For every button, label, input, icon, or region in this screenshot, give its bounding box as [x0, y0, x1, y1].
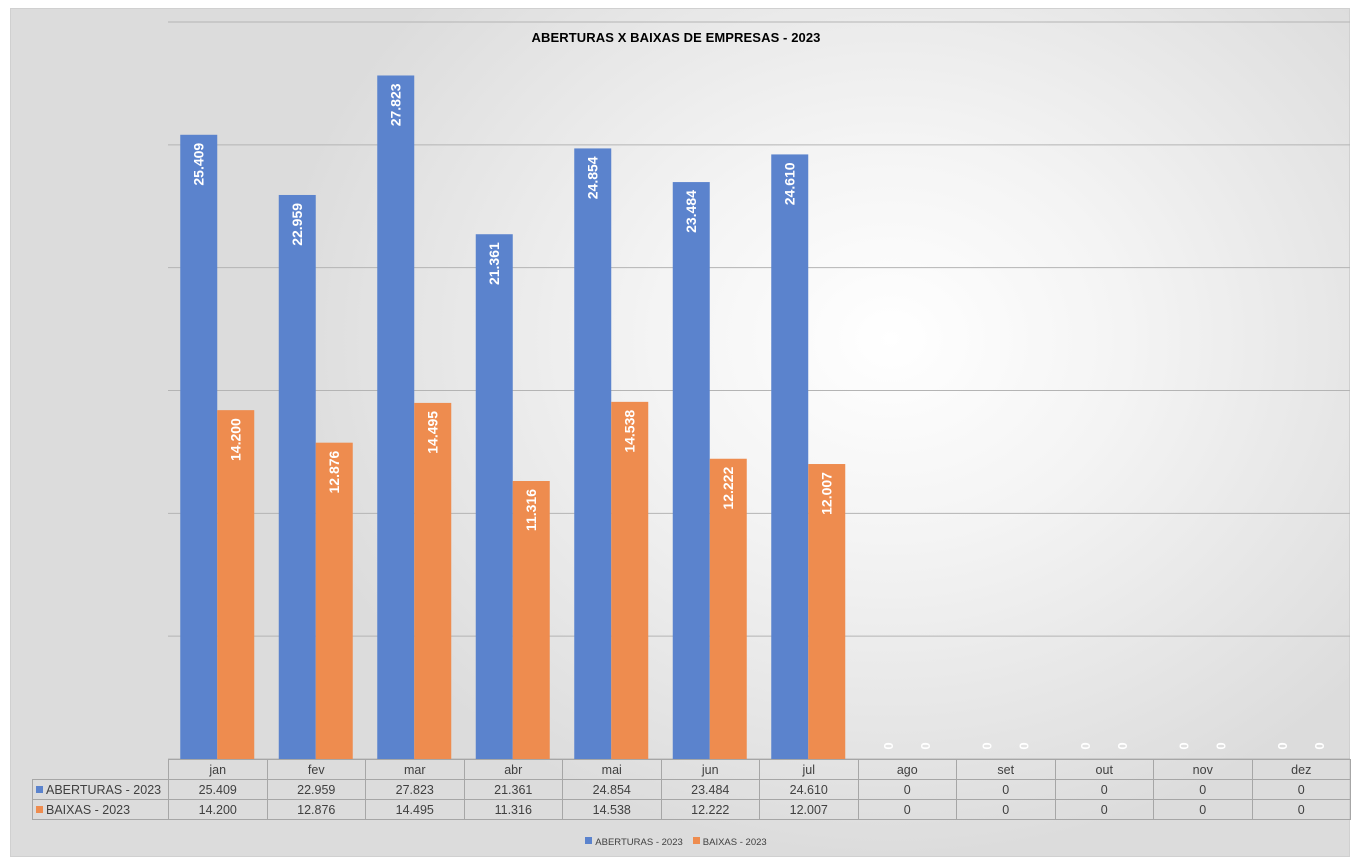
data-label: 21.361	[486, 242, 502, 285]
category-label: mar	[365, 759, 465, 780]
bar-aberturas-jan	[180, 134, 218, 759]
table-cell: 0	[956, 779, 1056, 800]
data-label: 11.316	[523, 489, 539, 531]
category-label: jan	[168, 759, 268, 780]
data-label: 0	[1016, 742, 1031, 749]
legend-swatch	[692, 837, 700, 844]
category-label: ago	[857, 759, 957, 780]
table-corner	[32, 759, 169, 780]
data-label: 0	[881, 742, 896, 749]
legend-swatch	[585, 837, 593, 844]
bar-aberturas-mai	[574, 148, 612, 760]
category-label: jul	[759, 759, 859, 780]
bar-aberturas-abr	[475, 234, 513, 759]
table-cell: 0	[956, 799, 1056, 820]
data-label: 0	[1176, 742, 1191, 749]
bar-baixas-mai	[611, 401, 649, 759]
legend-item: BAIXAS - 2023	[692, 837, 767, 848]
category-label: dez	[1251, 759, 1351, 780]
bar-aberturas-jun	[672, 182, 710, 759]
data-label: 24.610	[782, 162, 798, 205]
table-cell: 27.823	[365, 779, 465, 800]
data-label: 0	[1115, 742, 1130, 749]
table-cell: 0	[1054, 799, 1154, 820]
table-row: ABERTURAS - 2023 25.409 22.959 27.823 21.361…	[32, 779, 1351, 800]
legend-label: ABERTURAS - 2023	[595, 837, 683, 848]
legend-item: ABERTURAS - 2023	[585, 837, 683, 848]
data-label: 25.409	[191, 143, 207, 186]
category-label: out	[1054, 759, 1154, 780]
data-label: 14.495	[425, 411, 441, 454]
legend: ABERTURAS - 2023 BAIXAS - 2023	[0, 837, 1352, 848]
table-cell: 21.361	[463, 779, 563, 800]
bar-baixas-jun	[709, 458, 747, 759]
category-label: jun	[660, 759, 760, 780]
table-cell: 0	[1251, 779, 1351, 800]
table-cell: 24.610	[759, 779, 859, 800]
table-row: BAIXAS - 2023 14.200 12.876 14.495 11.316 14.…	[32, 799, 1351, 820]
category-label: abr	[463, 759, 563, 780]
data-label: 12.876	[326, 450, 342, 493]
data-label: 22.959	[289, 203, 305, 246]
bar-baixas-fev	[315, 442, 353, 759]
bar-baixas-mar	[414, 402, 452, 759]
data-label: 0	[1213, 742, 1228, 749]
series-name: BAIXAS - 2023	[32, 799, 169, 820]
category-label: nov	[1153, 759, 1253, 780]
bar-baixas-abr	[512, 481, 550, 759]
table-cell: 22.959	[266, 779, 366, 800]
table-cell: 0	[857, 799, 957, 820]
data-label: 12.007	[819, 472, 835, 515]
bar-aberturas-fev	[278, 194, 316, 760]
category-label: fev	[266, 759, 366, 780]
table-cell: 14.495	[365, 799, 465, 820]
table-cell: 0	[1153, 779, 1253, 800]
table-cell: 12.222	[660, 799, 760, 820]
table-cell: 12.007	[759, 799, 859, 820]
table-cell: 0	[1054, 779, 1154, 800]
bar-baixas-jul	[808, 464, 846, 759]
table-cell: 25.409	[168, 779, 268, 800]
data-label: 0	[1312, 742, 1327, 749]
data-label: 0	[979, 742, 994, 749]
series-swatch	[36, 785, 43, 793]
table-cell: 11.316	[463, 799, 563, 820]
data-label: 12.222	[720, 467, 736, 510]
bar-aberturas-jul	[771, 154, 809, 760]
data-label: 14.538	[622, 410, 638, 453]
data-label: 24.854	[585, 156, 601, 199]
category-label: mai	[562, 759, 662, 780]
data-label: 14.200	[228, 418, 244, 461]
table-cell: 23.484	[660, 779, 760, 800]
category-label: set	[956, 759, 1056, 780]
data-label: 0	[1275, 742, 1290, 749]
series-name: ABERTURAS - 2023	[32, 779, 169, 800]
bar-baixas-jan	[217, 410, 255, 759]
data-label: 23.484	[683, 190, 699, 233]
table-cell: 0	[857, 779, 957, 800]
table-cell: 14.538	[562, 799, 662, 820]
data-table: jan fev mar abr mai jun jul ago set out nov dez ABER…	[32, 759, 1351, 820]
table-cell: 12.876	[266, 799, 366, 820]
chart-title: ABERTURAS X BAIXAS DE EMPRESAS - 2023	[531, 30, 821, 45]
data-label: 27.823	[388, 83, 404, 126]
table-cell: 14.200	[168, 799, 268, 820]
series-swatch	[36, 805, 43, 813]
data-label: 0	[1078, 742, 1093, 749]
table-cell: 0	[1153, 799, 1253, 820]
data-label: 0	[918, 742, 933, 749]
table-cell: 24.854	[562, 779, 662, 800]
bar-aberturas-mar	[377, 75, 415, 760]
legend-label: BAIXAS - 2023	[702, 837, 767, 848]
table-cell: 0	[1251, 799, 1351, 820]
